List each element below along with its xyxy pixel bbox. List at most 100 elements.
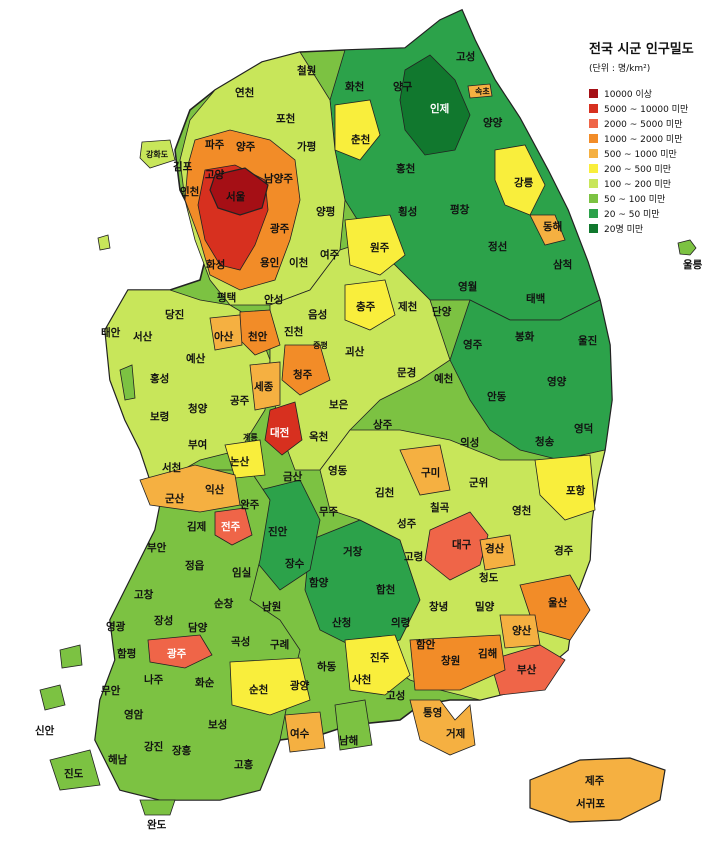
label-suncheon: 순천: [249, 683, 268, 696]
island-jeju: [529, 757, 666, 823]
label-sinan: 신안: [35, 724, 55, 737]
legend-item: 100 ~ 200 미만: [589, 176, 717, 190]
legend-label: 20 ~ 50 미만: [604, 209, 660, 220]
label-gumi: 구미: [421, 466, 440, 479]
legend-label: 1000 ~ 2000 미만: [604, 134, 683, 145]
label-yangju: 양주: [236, 141, 256, 153]
label-namhae: 남해: [339, 734, 358, 747]
label-sacheon: 사천: [352, 673, 371, 686]
label-gimje: 김제: [187, 520, 206, 533]
legend-swatch: [589, 163, 598, 173]
region-labels: 서울 인천 김포 고양 파주 양주 연천 포천 철원 가평 남양주 광주 양평 …: [35, 50, 703, 831]
label-yanggu: 양구: [393, 81, 413, 93]
label-yeongcheon: 영천: [512, 504, 531, 517]
label-gyeongju: 경주: [554, 544, 574, 557]
label-ganghwa: 강화도: [146, 149, 169, 159]
label-yeosu: 여수: [290, 727, 310, 740]
legend-swatch: [589, 118, 598, 128]
label-cheongdo: 청도: [479, 571, 499, 584]
label-boseong: 보성: [208, 718, 227, 731]
label-wanju: 완주: [240, 498, 260, 511]
label-muan: 무안: [101, 684, 121, 697]
label-busan: 부산: [517, 663, 537, 676]
island-jindo: [49, 749, 101, 791]
label-anseong: 안성: [264, 293, 283, 306]
label-geoje: 거제: [446, 727, 465, 740]
region-sejong: [249, 361, 281, 411]
island-ulleung: [677, 239, 697, 256]
label-haman: 함안: [416, 638, 436, 651]
label-samcheok: 삼척: [553, 258, 572, 271]
legend-item: 50 ~ 100 미만: [589, 191, 717, 205]
label-goheung: 고흥: [234, 758, 254, 771]
label-hamyang: 함양: [309, 576, 329, 589]
region-pohang: [534, 454, 596, 521]
label-jincheon: 진천: [284, 325, 303, 338]
legend-item: 500 ~ 1000 미만: [589, 146, 717, 160]
label-yeongyang: 영양: [547, 375, 567, 388]
label-jeonju: 전주: [221, 520, 241, 533]
label-jangheung: 장흥: [172, 744, 192, 757]
label-gyeongsan: 경산: [485, 542, 505, 555]
label-yangpyeong: 양평: [316, 205, 335, 218]
island-taean-west: [119, 364, 136, 401]
label-yeoncheon: 연천: [235, 86, 254, 99]
label-damyang: 담양: [188, 621, 208, 634]
label-miryang: 밀양: [475, 601, 495, 613]
label-gwangju-gg: 광주: [270, 223, 290, 235]
label-jinan: 진안: [268, 525, 288, 538]
label-cheonan: 천안: [248, 330, 268, 343]
region-chungju: [344, 279, 396, 331]
island-namhae: [334, 699, 373, 751]
island-sinan-2: [59, 644, 83, 669]
label-jangsu: 장수: [285, 557, 305, 570]
region-tongyeong-geoje: [409, 699, 476, 756]
legend-swatch: [589, 88, 598, 98]
region-changwon-gimhae: [409, 634, 506, 691]
region-daejeon: [264, 401, 303, 456]
label-changnyeong: 창녕: [429, 600, 448, 613]
label-yeongam: 영암: [124, 708, 144, 721]
legend-swatch: [589, 103, 598, 113]
label-gangneung: 강릉: [514, 176, 534, 189]
label-seosan: 서산: [133, 330, 153, 343]
label-namyangju: 남양주: [264, 172, 293, 185]
label-buan: 부안: [147, 541, 167, 554]
label-yeonggwang: 영광: [106, 620, 126, 633]
label-donghae: 동해: [543, 220, 562, 233]
legend-label: 100 ~ 200 미만: [604, 179, 672, 190]
legend: 전국 시군 인구밀도 (단위 : 명/km²) 10000 이상 5000 ~ 1…: [589, 38, 717, 236]
label-yeongdong: 영동: [328, 464, 348, 477]
label-namwon: 남원: [262, 600, 281, 613]
label-dangjin: 당진: [165, 308, 184, 321]
region-sokcho: [467, 83, 493, 99]
label-buyeo: 부여: [188, 438, 207, 451]
region-jeonju: [214, 507, 253, 546]
label-cheongyang: 청양: [188, 402, 208, 415]
region-busan: [489, 644, 566, 696]
label-pyeongchang: 평창: [450, 203, 470, 216]
label-hwasun: 화순: [195, 676, 215, 689]
label-hapcheon: 합천: [376, 583, 395, 596]
label-hampyeong: 함평: [117, 647, 136, 660]
region-seoul: [209, 167, 269, 216]
label-sancheong: 산청: [332, 616, 351, 629]
label-geumsan: 금산: [283, 470, 303, 483]
label-naju: 나주: [144, 673, 164, 686]
label-sangju: 상주: [373, 418, 393, 431]
island-sinan-1: [39, 684, 66, 711]
label-gunwi: 군위: [469, 476, 488, 489]
label-gochang: 고창: [134, 588, 154, 601]
region-nonsan: [224, 439, 266, 479]
label-jeongseon: 정선: [488, 240, 507, 253]
region-donghae: [529, 214, 566, 246]
label-goyang: 고양: [205, 169, 225, 181]
label-sunchang: 순창: [214, 597, 234, 610]
label-gangjin: 강진: [144, 740, 163, 753]
legend-items: 10000 이상 5000 ~ 10000 미만 2000 ~ 5000 미만 100…: [589, 86, 717, 235]
legend-item: 2000 ~ 5000 미만: [589, 116, 717, 130]
region-iksan-gunsan: [139, 464, 241, 513]
label-gimhae: 김해: [478, 647, 497, 660]
label-cheongju: 청주: [293, 368, 313, 381]
label-ulsan: 울산: [548, 596, 568, 609]
